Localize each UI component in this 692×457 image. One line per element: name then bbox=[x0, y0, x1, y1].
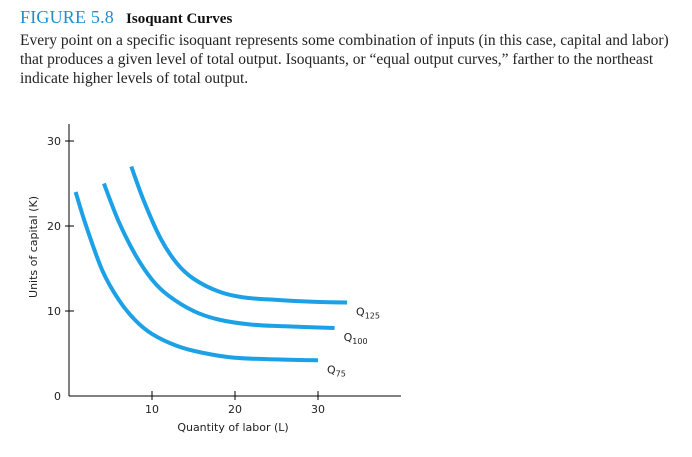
axes: 0 10 20 30 10 20 30 bbox=[47, 124, 401, 416]
x-tick-label: 30 bbox=[311, 403, 325, 416]
isoquant-line-q125 bbox=[129, 165, 348, 305]
x-axis-label: Quantity of labor (L) bbox=[177, 421, 288, 434]
y-tick-label: 30 bbox=[47, 135, 61, 148]
figure-title-line: FIGURE 5.8 Isoquant Curves bbox=[20, 6, 680, 30]
y-tick-label: 0 bbox=[54, 390, 61, 403]
isoquant-series bbox=[73, 165, 348, 363]
figure-label: FIGURE 5.8 bbox=[20, 7, 115, 27]
figure-title: Isoquant Curves bbox=[126, 11, 233, 27]
figure-header: FIGURE 5.8 Isoquant Curves Every point o… bbox=[20, 6, 680, 88]
series-label-q125: Q125 bbox=[356, 306, 380, 321]
isoquant-line-q100 bbox=[102, 182, 335, 330]
isoquant-line-q75 bbox=[73, 191, 319, 363]
x-tick-label: 10 bbox=[145, 403, 159, 416]
x-tick-label: 20 bbox=[228, 403, 242, 416]
series-label-q100: Q100 bbox=[344, 331, 368, 346]
series-label-q75: Q75 bbox=[327, 363, 346, 378]
series-labels: Q75 Q100 Q125 bbox=[327, 306, 380, 379]
figure-caption: Every point on a specific isoquant repre… bbox=[20, 32, 669, 87]
y-tick-label: 10 bbox=[47, 305, 61, 318]
y-axis-label: Units of capital (K) bbox=[27, 196, 40, 298]
y-tick-label: 20 bbox=[47, 220, 61, 233]
